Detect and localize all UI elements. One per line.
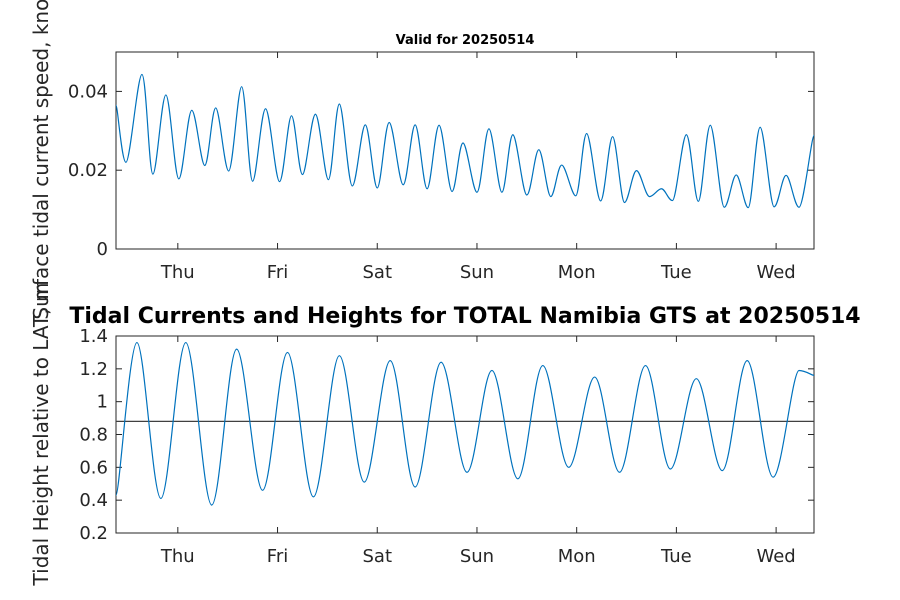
- tidal-height-ytick-label: 0.2: [79, 523, 108, 544]
- current-speed-axes-box: [115, 51, 815, 250]
- tidal-height-ytick-label: 1: [97, 392, 108, 413]
- current-speed-xtick-label: Thu: [160, 262, 195, 283]
- current-speed-xtick-label: Fri: [267, 262, 288, 283]
- tidal-height-xtick-label: Mon: [558, 546, 596, 567]
- tidal-height-series-line: [115, 341, 815, 506]
- tidal-height-ylabel: Tidal Height relative to LAT, m: [29, 283, 53, 587]
- tidal-height-ytick-label: 0.6: [79, 457, 108, 478]
- tidal-height-ytick-label: 1.4: [79, 326, 108, 347]
- current-speed-xtick-label: Wed: [756, 262, 795, 283]
- tidal-height-xtick-label: Wed: [756, 546, 795, 567]
- current-speed-xtick-label: Sun: [460, 262, 494, 283]
- tidal-height-panel: 0.2 0.4 0.6 0.8 1 1.2 1.4 Thu Fri Sat Sun Mon Tue We…: [29, 283, 861, 587]
- tidal-height-xtick-label: Tue: [660, 546, 692, 567]
- current-speed-ytick-label: 0: [97, 239, 108, 260]
- current-speed-ytick-label: 0.02: [68, 160, 108, 181]
- tidal-height-xtick-label: Sat: [362, 546, 392, 567]
- current-speed-series-line: [115, 73, 815, 209]
- tidal-height-ytick-label: 1.2: [79, 359, 108, 380]
- current-speed-xtick-label: Tue: [660, 262, 692, 283]
- tidal-height-ytick-label: 0.8: [79, 425, 108, 446]
- current-speed-xtick-label: Mon: [558, 262, 596, 283]
- tidal-height-title: Tidal Currents and Heights for TOTAL Nam…: [69, 304, 860, 329]
- tidal-height-xtick-label: Sun: [460, 546, 494, 567]
- current-speed-title: Valid for 20250514: [396, 33, 535, 48]
- tidal-height-axes-box: [115, 335, 815, 534]
- tidal-height-ytick-label: 0.4: [79, 490, 108, 511]
- current-speed-ytick-label: 0.04: [68, 81, 108, 102]
- tidal-height-xtick-label: Fri: [267, 546, 288, 567]
- current-speed-xtick-label: Sat: [362, 262, 392, 283]
- current-speed-ylabel: Surface tidal current speed, knots: [29, 0, 53, 320]
- current-speed-panel: Valid for 20250514 0 0.02 0.04 Thu Fri Sat Su…: [29, 0, 815, 320]
- tidal-height-xtick-label: Thu: [160, 546, 195, 567]
